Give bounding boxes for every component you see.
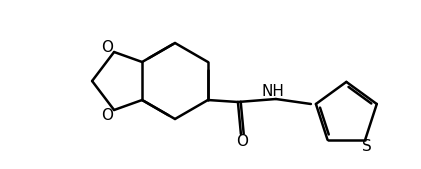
Text: O: O xyxy=(101,107,113,123)
Text: O: O xyxy=(236,134,248,149)
Text: S: S xyxy=(362,139,372,154)
Text: NH: NH xyxy=(261,83,284,99)
Text: O: O xyxy=(101,40,113,54)
